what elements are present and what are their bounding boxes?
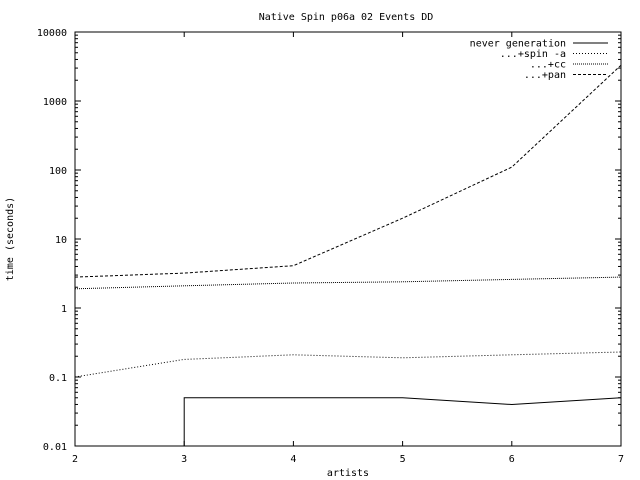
x-tick-label: 2 (72, 454, 78, 465)
y-tick-label: 100 (49, 166, 67, 177)
y-tick-label: 1 (61, 304, 67, 315)
series-line-1 (183, 397, 622, 446)
x-tick-label: 6 (509, 454, 515, 465)
y-axis: 0.01 0.1 1 10 100 1000 10000 (37, 28, 621, 453)
y-tick-label: 1000 (43, 97, 67, 108)
legend-label: ...+cc (530, 60, 566, 71)
chart-title: Native Spin p06a 02 Events DD (259, 12, 434, 23)
y-tick-label: 0.1 (49, 373, 67, 384)
y-axis-label: time (seconds) (5, 197, 16, 281)
plot-frame (74, 31, 622, 447)
y-tick-label: 10000 (37, 28, 67, 39)
legend-label: ...+spin -a (500, 49, 566, 60)
x-tick-label: 5 (400, 454, 406, 465)
series-line-3 (74, 276, 622, 290)
x-tick-label: 3 (181, 454, 187, 465)
x-axis-label: artists (327, 468, 369, 479)
series-lines (74, 64, 622, 446)
legend-label: never generation (470, 39, 566, 50)
y-tick-label: 10 (55, 235, 67, 246)
x-axis: 2 3 4 5 6 7 (72, 32, 624, 465)
series-line-4 (74, 64, 622, 278)
x-tick-label: 4 (290, 454, 296, 465)
legend-label: ...+pan (524, 70, 566, 81)
y-tick-label: 0.01 (43, 442, 67, 453)
series-line-2 (74, 351, 622, 378)
x-tick-label: 7 (618, 454, 624, 465)
legend: never generation...+spin -a...+cc...+pan (470, 39, 608, 81)
